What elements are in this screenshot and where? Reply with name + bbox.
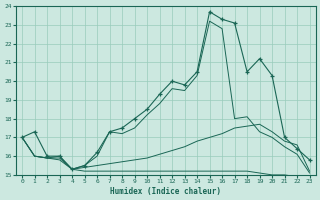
X-axis label: Humidex (Indice chaleur): Humidex (Indice chaleur) xyxy=(110,187,221,196)
